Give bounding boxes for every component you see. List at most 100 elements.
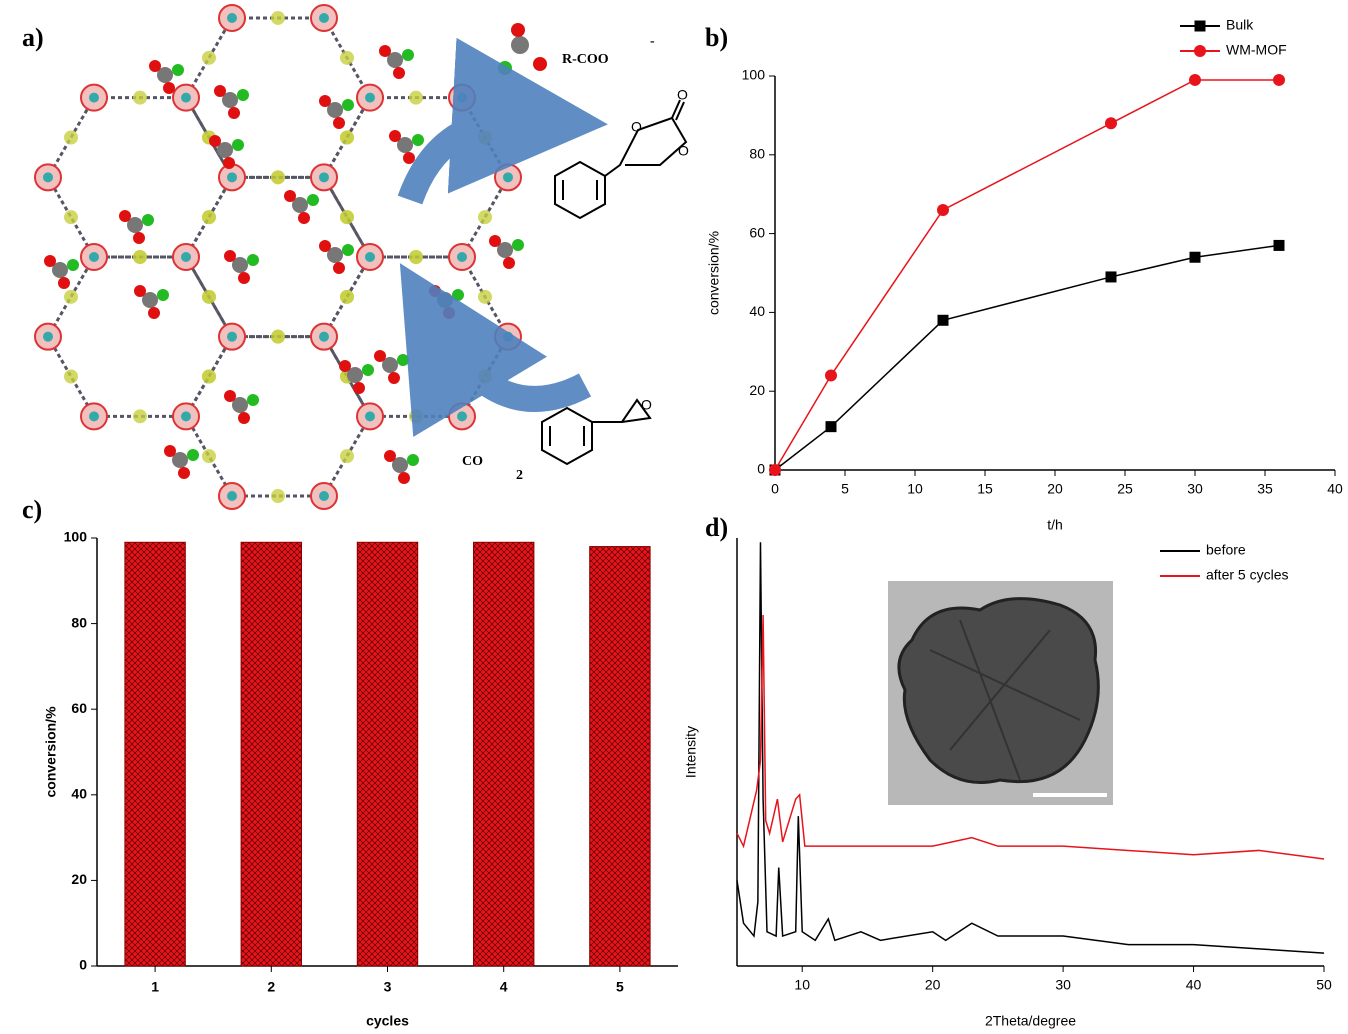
linker — [340, 449, 354, 463]
x-tick-label: 5 — [616, 979, 624, 995]
linker — [340, 290, 354, 304]
linker — [202, 290, 216, 304]
substituent — [187, 449, 199, 461]
oxygen — [503, 257, 515, 269]
substituent — [232, 139, 244, 151]
linker — [409, 91, 423, 105]
metal-core — [365, 411, 375, 421]
oxygen — [284, 190, 296, 202]
linker — [64, 370, 78, 384]
y-tick-label: 60 — [749, 224, 765, 240]
linker — [409, 409, 423, 423]
legend-marker — [1195, 21, 1206, 32]
bar — [357, 542, 417, 966]
atom: O — [677, 87, 688, 103]
oxygen — [178, 467, 190, 479]
oxygen — [58, 277, 70, 289]
substituent — [512, 239, 524, 251]
oxygen — [379, 45, 391, 57]
y-tick-label: 100 — [64, 529, 88, 545]
bar — [590, 547, 650, 966]
metal-core — [181, 93, 191, 103]
mof-diagram — [35, 5, 524, 509]
x-tick-label: 10 — [907, 481, 923, 497]
legend-label: after 5 cycles — [1206, 567, 1288, 583]
atom: O — [641, 397, 652, 413]
linker — [202, 210, 216, 224]
oxygen — [238, 412, 250, 424]
linker — [271, 170, 285, 184]
marker — [938, 315, 949, 326]
panel-label: d) — [705, 513, 728, 542]
metal-core — [319, 13, 329, 23]
framework-edge — [48, 257, 232, 416]
x-tick-label: 20 — [925, 977, 941, 993]
oxygen — [119, 210, 131, 222]
oxygen — [429, 285, 441, 297]
panel-label: b) — [705, 23, 728, 52]
substituent — [247, 394, 259, 406]
substituent — [407, 454, 419, 466]
linker — [64, 130, 78, 144]
oxygen — [163, 82, 175, 94]
linker — [271, 330, 285, 344]
oxygen — [209, 135, 221, 147]
marker — [1190, 252, 1201, 263]
gas-label: CO — [462, 454, 483, 469]
x-axis-label: t/h — [1047, 517, 1063, 533]
oxygen — [388, 372, 400, 384]
linker — [202, 370, 216, 384]
linker — [409, 250, 423, 264]
x-tick-label: 3 — [384, 979, 392, 995]
panel-label: c) — [22, 495, 42, 524]
metal-core — [227, 491, 237, 501]
oxygen — [339, 360, 351, 372]
oxygen — [403, 152, 415, 164]
oxygen — [353, 382, 365, 394]
oxygen — [224, 250, 236, 262]
linker — [340, 210, 354, 224]
linker — [340, 130, 354, 144]
legend-marker — [1194, 45, 1206, 57]
oxygen — [238, 272, 250, 284]
y-tick-label: 0 — [79, 957, 87, 973]
metal-core — [227, 13, 237, 23]
metal-core — [457, 411, 467, 421]
x-axis-label: 2Theta/degree — [985, 1013, 1076, 1029]
substituent — [402, 49, 414, 61]
y-tick-label: 0 — [757, 461, 765, 477]
oxygen — [134, 285, 146, 297]
gas-subscript: 2 — [516, 468, 523, 483]
substituent — [172, 64, 184, 76]
x-tick-label: 35 — [1257, 481, 1273, 497]
linker — [271, 489, 285, 503]
oxygen — [333, 262, 345, 274]
substituent — [157, 289, 169, 301]
metal-core — [319, 491, 329, 501]
metal-core — [457, 93, 467, 103]
oxygen — [298, 212, 310, 224]
oxygen — [44, 255, 56, 267]
series-line — [775, 245, 1279, 470]
linker — [64, 210, 78, 224]
marker — [937, 204, 949, 216]
linker — [478, 290, 492, 304]
y-axis-label: conversion/% — [706, 231, 722, 315]
oxygen — [133, 232, 145, 244]
y-tick-label: 100 — [742, 67, 766, 83]
figure: a) R-COO - CO 2 O O O O b)t/hconversion/… — [0, 0, 1348, 1034]
oxygen — [228, 107, 240, 119]
linker — [202, 51, 216, 65]
metal-core — [227, 172, 237, 182]
atom: O — [678, 143, 689, 159]
bar — [125, 542, 185, 966]
metal-core — [365, 93, 375, 103]
oxygen — [393, 67, 405, 79]
x-tick-label: 0 — [771, 481, 779, 497]
anion-legend — [498, 23, 547, 75]
y-axis-label: conversion/% — [43, 706, 59, 798]
x-axis-label: cycles — [366, 1013, 409, 1029]
linker — [340, 51, 354, 65]
y-tick-label: 40 — [71, 786, 87, 802]
marker — [1274, 240, 1285, 251]
